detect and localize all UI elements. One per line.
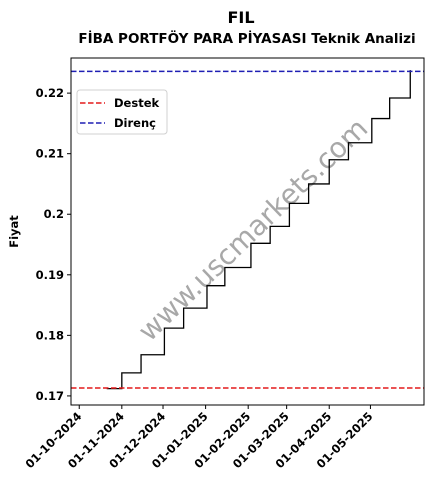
y-tick-label-4: 0.21	[36, 147, 64, 161]
y-tick-label-5: 0.22	[36, 86, 64, 100]
y-tick-label-1: 0.18	[36, 328, 64, 342]
y-tick-label-0: 0.17	[36, 389, 64, 403]
chart-subtitle: FİBA PORTFÖY PARA PİYASASI Teknik Analiz…	[78, 29, 415, 47]
y-tick-label-2: 0.19	[36, 268, 64, 282]
chart-title: FIL	[227, 8, 254, 27]
price-series-line-0	[106, 70, 411, 390]
watermark-text: www.uscmarkets.com	[132, 112, 375, 348]
y-axis-label: Fiyat	[7, 215, 21, 248]
legend-label-1: Direnç	[114, 116, 156, 130]
legend-label-0: Destek	[114, 96, 159, 110]
plot-frame	[70, 57, 425, 406]
y-tick-label-3: 0.2	[44, 207, 64, 221]
